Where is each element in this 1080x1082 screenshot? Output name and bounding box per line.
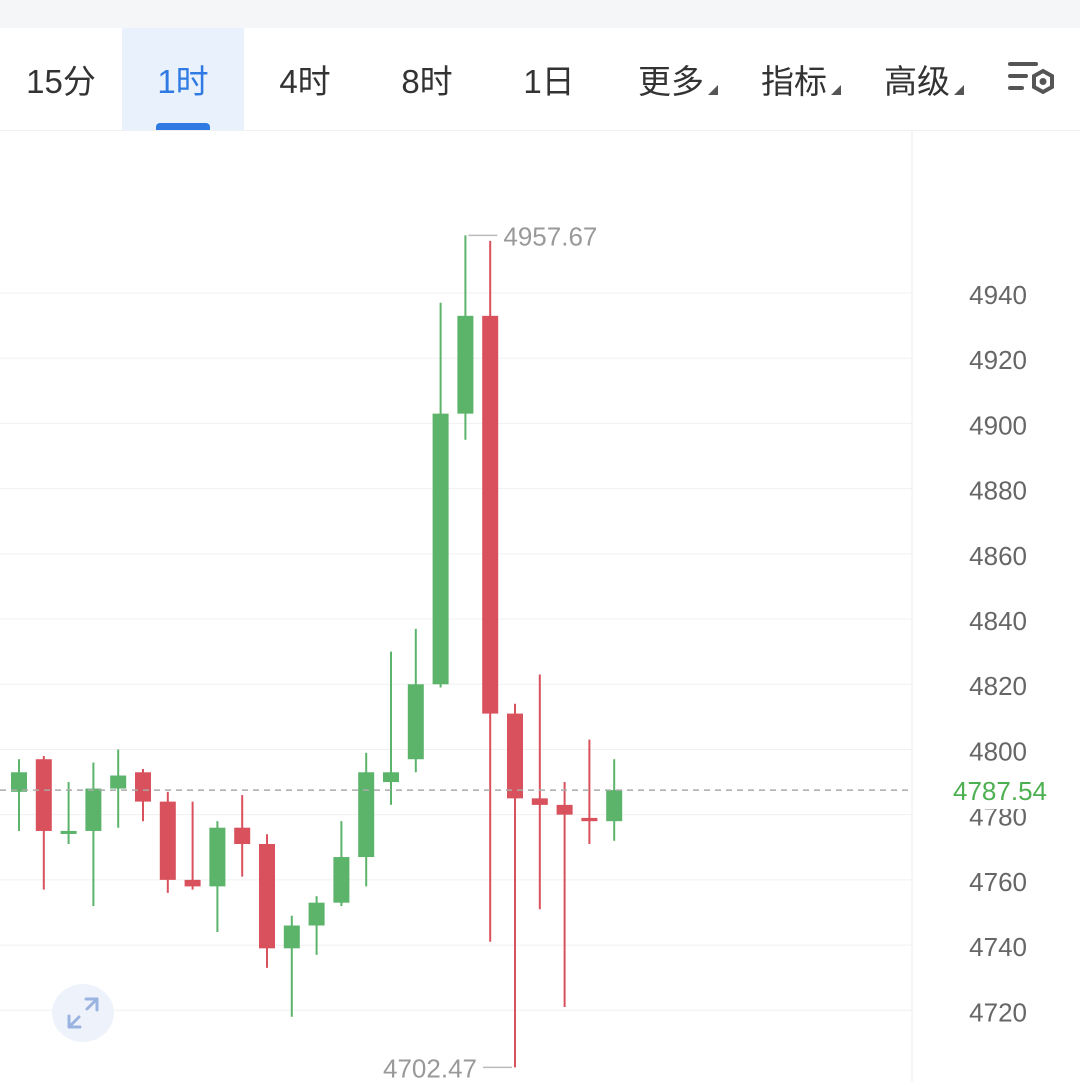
candle [259, 834, 275, 968]
tab-8h[interactable]: 8时 [366, 28, 488, 130]
advanced-dropdown-label: 高级 [884, 63, 950, 100]
candle-body [383, 772, 399, 783]
candle [457, 235, 474, 440]
candle-body [333, 857, 350, 903]
candle-body [259, 844, 275, 949]
candle [110, 749, 127, 828]
timeframe-toolbar: 15分 1时 4时 8时 1日 更多 指标 高级 [0, 28, 1080, 131]
price-tick-label: 4900 [969, 410, 1027, 440]
tab-1h[interactable]: 1时 [122, 28, 244, 130]
candle-body [209, 827, 226, 887]
candle-body [507, 713, 523, 799]
candle-body [531, 798, 548, 805]
candle [556, 782, 573, 1008]
tab-15min-label: 15分 [26, 63, 96, 100]
price-tick-label: 4800 [969, 736, 1027, 766]
candle [184, 801, 201, 890]
last-price-tag [913, 771, 1080, 810]
last-price-label: 4787.54 [953, 776, 1047, 806]
price-tick-label: 4920 [969, 345, 1027, 375]
tab-1d-label: 1日 [523, 63, 575, 100]
candle [507, 703, 523, 1068]
candle [11, 759, 27, 831]
candle [234, 795, 251, 877]
candle-body [85, 788, 102, 831]
candlestick-chart[interactable]: 4720474047604780480048204840486048804900… [0, 130, 1080, 1082]
candle-body [407, 684, 424, 760]
price-tick-label: 4820 [969, 671, 1027, 701]
candle-body [606, 790, 623, 822]
high-price-label: 4957.67 [503, 221, 597, 251]
chart-settings-icon [1008, 62, 1054, 95]
dropdown-triangle-icon [831, 85, 841, 95]
candle-body [60, 830, 77, 834]
expand-arrows-icon [67, 997, 99, 1029]
candle-body [556, 804, 573, 815]
extreme-markers: 4957.67 4702.47 [383, 221, 597, 1082]
low-price-label: 4702.47 [383, 1053, 477, 1082]
candle [407, 628, 424, 773]
advanced-dropdown[interactable]: 高级 [884, 28, 964, 130]
fullscreen-button[interactable] [52, 984, 114, 1042]
tab-4h[interactable]: 4时 [244, 28, 366, 130]
candle-body [457, 315, 474, 414]
dropdown-triangle-icon [708, 85, 718, 95]
chart-settings-button[interactable] [1002, 28, 1062, 130]
candle [85, 762, 102, 906]
more-dropdown[interactable]: 更多 [638, 28, 718, 130]
dropdown-triangle-icon [954, 85, 964, 95]
candle [432, 302, 449, 688]
indicators-dropdown[interactable]: 指标 [761, 28, 841, 130]
price-tick-label: 4880 [969, 476, 1027, 506]
candle [159, 791, 176, 893]
candle [358, 752, 375, 887]
candle-body [358, 772, 375, 858]
candle-body [159, 801, 176, 880]
candle [60, 782, 77, 844]
candle-body [482, 315, 499, 714]
top-strip [0, 0, 1080, 28]
price-tick-label: 4940 [969, 280, 1027, 310]
candle [383, 651, 399, 805]
candle-body [35, 759, 52, 831]
candle-body [11, 772, 27, 792]
candle [308, 896, 325, 955]
price-tick-label: 4860 [969, 541, 1027, 571]
tab-15min[interactable]: 15分 [0, 28, 122, 130]
candle [482, 240, 499, 942]
candle [531, 674, 548, 910]
active-tab-indicator [156, 123, 210, 130]
candle [606, 759, 623, 841]
tab-8h-label: 8时 [401, 63, 453, 100]
candle-body [432, 413, 449, 685]
price-axis: 4720474047604780480048204840486048804900… [969, 280, 1027, 1027]
candle [209, 821, 226, 933]
price-tick-label: 4720 [969, 997, 1027, 1027]
grid-lines [0, 292, 912, 1011]
price-tick-label: 4740 [969, 932, 1027, 962]
last-price-line: 4787.54 [0, 771, 1080, 810]
candle [35, 755, 52, 890]
candle-body [581, 817, 598, 822]
tab-1h-label: 1时 [157, 63, 209, 100]
candle-body [234, 827, 251, 844]
candle-body [283, 925, 300, 949]
candle [135, 769, 151, 822]
candle [581, 739, 598, 844]
candle-body [308, 902, 325, 926]
candle [333, 821, 350, 906]
indicators-dropdown-label: 指标 [761, 63, 827, 100]
more-dropdown-label: 更多 [638, 63, 704, 100]
tab-1d[interactable]: 1日 [488, 28, 610, 130]
candle [283, 915, 300, 1017]
price-tick-label: 4760 [969, 867, 1027, 897]
candles [11, 235, 623, 1068]
price-tick-label: 4840 [969, 606, 1027, 636]
candle-body [135, 772, 151, 802]
candle-body [184, 879, 201, 887]
candle-body [110, 775, 127, 789]
tab-4h-label: 4时 [279, 63, 331, 100]
